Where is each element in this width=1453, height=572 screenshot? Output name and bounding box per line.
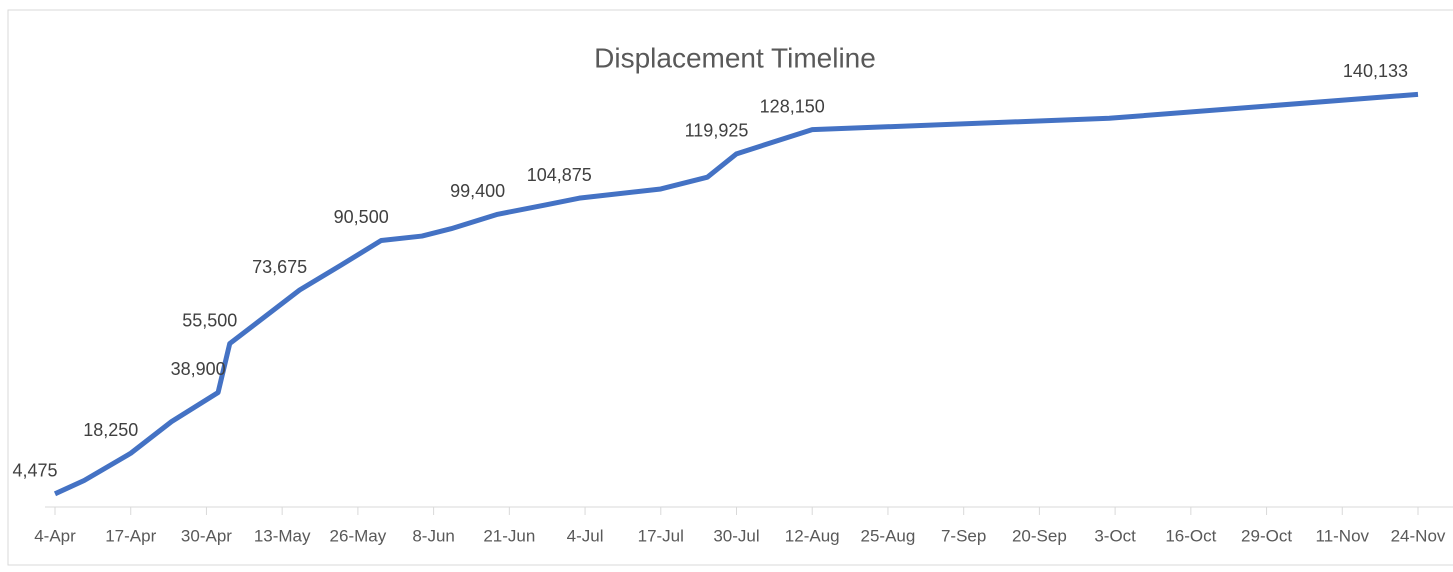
x-tick-label: 30-Apr [181,526,232,545]
chart-title: Displacement Timeline [594,42,876,73]
x-tick-label: 4-Apr [34,526,76,545]
data-label: 99,400 [450,181,505,201]
x-tick-label: 8-Jun [412,526,455,545]
x-tick-label: 12-Aug [785,526,840,545]
data-label: 18,250 [83,420,138,440]
x-tick-label: 24-Nov [1391,526,1446,545]
x-tick-label: 7-Sep [941,526,986,545]
data-label: 38,900 [171,359,226,379]
x-tick-label: 11-Nov [1316,526,1370,545]
x-tick-label: 13-May [254,526,311,545]
chart-frame [7,9,1453,566]
x-tick-label: 29-Oct [1241,526,1292,545]
x-tick-label: 4-Jul [567,526,604,545]
x-tick-label: 20-Sep [1012,526,1067,545]
x-tick-label: 16-Oct [1165,526,1216,545]
x-tick-label: 3-Oct [1094,526,1136,545]
x-tick-label: 26-May [330,526,387,545]
data-label: 90,500 [334,207,389,227]
x-tick-label: 17-Jul [638,526,684,545]
data-label: 119,925 [685,121,749,141]
data-label: 104,875 [527,165,592,185]
x-tick-label: 30-Jul [713,526,759,545]
x-tick-label: 17-Apr [105,526,156,545]
x-tick-label: 21-Jun [483,526,535,545]
data-label: 128,150 [760,96,825,116]
x-tick-label: 25-Aug [861,526,916,545]
data-label: 73,675 [252,257,307,277]
data-label: 55,500 [182,310,237,330]
line [53,91,1419,497]
data-label: 4,475 [12,461,57,481]
data-label: 140,133 [1343,61,1408,81]
